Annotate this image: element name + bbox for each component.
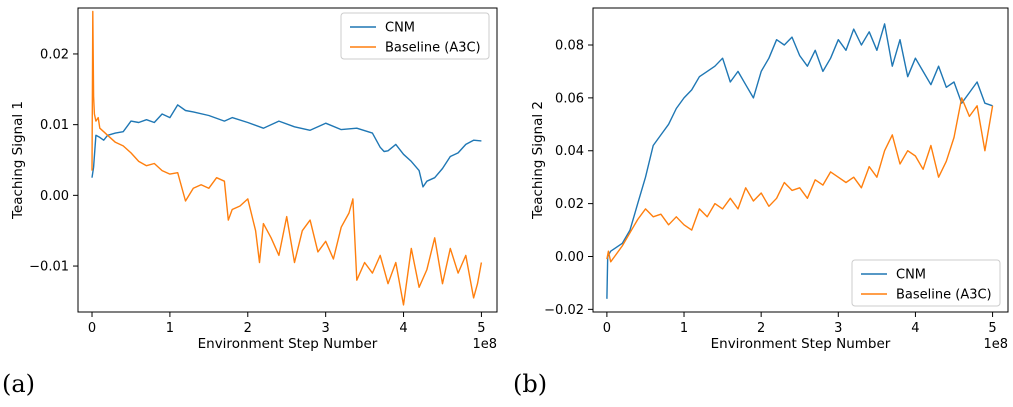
x-tick-label-a: 5 <box>477 321 485 336</box>
chart-panel-b: 0 1 2 3 4 5 −0.02 0.00 0.02 0.04 0.06 0.08 Environme… <box>510 0 1013 407</box>
y-tick-label-b: 0.06 <box>555 91 584 106</box>
caption-a: (a) <box>2 370 36 398</box>
y-axis-label-b: Teaching Signal 2 <box>530 101 546 220</box>
x-tick-label-a: 0 <box>88 321 96 336</box>
y-tick-label-a: −0.01 <box>29 260 69 275</box>
x-tick-label-a: 4 <box>399 321 407 336</box>
x-tick-label-b: 0 <box>603 321 611 336</box>
plot-frame-a <box>77 7 498 313</box>
plot-frame-b <box>592 7 1009 313</box>
y-tick-label-b: 0.08 <box>555 39 584 54</box>
legend-label-baseline-a: Baseline (A3C) <box>385 41 481 56</box>
legend-box-b <box>851 259 1001 307</box>
series-line-baseline-a <box>91 10 483 306</box>
y-tick-label-a: 0.02 <box>40 47 69 62</box>
x-tick-label-b: 1 <box>680 321 688 336</box>
series-line-cnm-b <box>606 23 993 299</box>
series-line-baseline-b <box>606 97 994 263</box>
legend-label-cnm-a: CNM <box>385 21 415 36</box>
series-line-cnm-a <box>91 104 482 188</box>
y-tick-label-b: 0.02 <box>555 197 584 212</box>
caption-b: (b) <box>513 370 548 398</box>
y-tick-label-b: 0.04 <box>555 144 584 159</box>
y-tick-label-b: −0.02 <box>544 303 584 318</box>
x-axis-label-a: Environment Step Number <box>198 336 378 352</box>
y-tick-label-a: 0.01 <box>40 118 69 133</box>
chart-a-svg: 0 1 2 3 4 5 −0.01 0.00 0.01 0.02 Environment Step … <box>10 7 498 352</box>
x-tick-label-a: 1 <box>166 321 174 336</box>
x-multiplier-label-b: 1e8 <box>983 337 1008 352</box>
x-tick-label-b: 2 <box>757 321 765 336</box>
x-tick-label-b: 4 <box>911 321 919 336</box>
x-tick-label-a: 3 <box>322 321 330 336</box>
x-tick-label-b: 3 <box>834 321 842 336</box>
chart-panel-a: 0 1 2 3 4 5 −0.01 0.00 0.01 0.02 Environment Step … <box>0 0 500 407</box>
legend-label-cnm-b: CNM <box>896 268 926 283</box>
y-axis-label-a: Teaching Signal 1 <box>10 101 26 220</box>
y-tick-label-b: 0.00 <box>555 250 584 265</box>
x-multiplier-label-a: 1e8 <box>472 337 497 352</box>
legend-box-a <box>340 12 490 60</box>
x-tick-label-a: 2 <box>244 321 252 336</box>
y-tick-label-a: 0.00 <box>40 189 69 204</box>
x-axis-label-b: Environment Step Number <box>711 336 891 352</box>
x-tick-label-b: 5 <box>988 321 996 336</box>
chart-b-svg: 0 1 2 3 4 5 −0.02 0.00 0.02 0.04 0.06 0.08 Environme… <box>530 7 1009 352</box>
legend-label-baseline-b: Baseline (A3C) <box>896 288 992 303</box>
